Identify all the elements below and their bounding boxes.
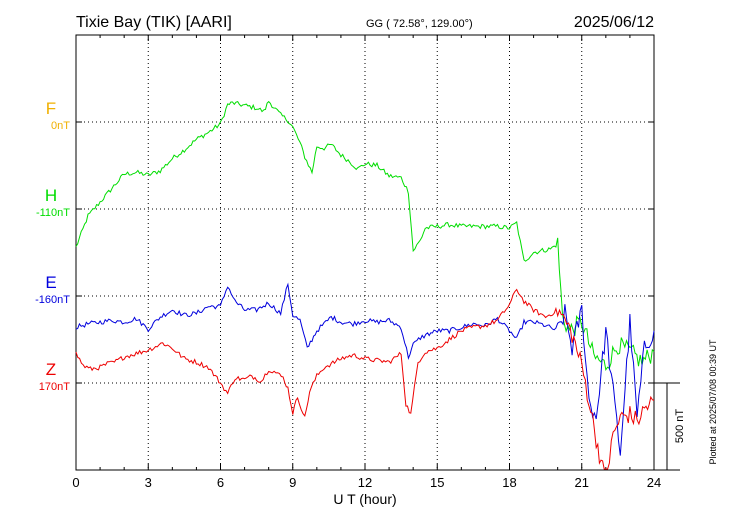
plot-date: 2025/06/12 [574, 14, 654, 31]
x-tick-label: 9 [289, 475, 296, 490]
series-line-z [75, 288, 655, 470]
plot-frame [75, 34, 655, 471]
component-label-f: F [46, 99, 56, 118]
grid-lines [76, 35, 654, 470]
scale-bar-label: 500 nT [674, 409, 686, 444]
axis-ticks [75, 35, 655, 470]
data-series [75, 100, 655, 470]
component-baseline-z: 170nT [39, 381, 70, 393]
x-tick-label: 21 [575, 475, 589, 490]
x-tick-label: 0 [72, 475, 79, 490]
component-label-z: Z [46, 360, 56, 379]
x-tick-labels: 0 3 6 9 12 15 18 21 24 [72, 475, 661, 490]
component-baseline-f: 0nT [51, 120, 70, 132]
component-label-e: E [45, 273, 56, 292]
component-label-h: H [45, 186, 57, 205]
x-tick-label: 15 [430, 475, 444, 490]
x-tick-label: 3 [145, 475, 152, 490]
station-coords: GG ( 72.58°, 129.00°) [366, 18, 473, 30]
x-tick-label: 18 [502, 475, 516, 490]
component-baseline-h: -110nT [36, 207, 70, 219]
series-line-e [75, 282, 655, 456]
plotted-at-note: Plotted at 2025/07/08 00:39 UT [708, 339, 718, 465]
x-tick-label: 24 [647, 475, 661, 490]
series-line-h [75, 100, 655, 371]
component-labels: F 0nT H -110nT E -160nT Z 170nT [35, 99, 70, 393]
x-axis-label: U T (hour) [333, 491, 396, 507]
component-baseline-e: -160nT [35, 294, 70, 306]
scale-bar [654, 382, 680, 471]
station-title: Tixie Bay (TIK) [AARI] [76, 14, 232, 31]
x-tick-label: 12 [358, 475, 372, 490]
x-tick-label: 6 [217, 475, 224, 490]
